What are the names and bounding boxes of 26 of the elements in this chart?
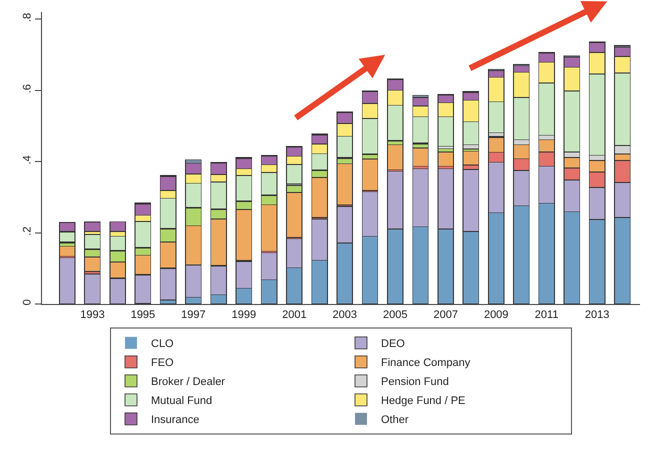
legend-label: Insurance: [151, 414, 200, 426]
legend-label: Other: [381, 414, 409, 426]
legend-label: Mutual Fund: [151, 395, 212, 408]
x-tick-label: 1999: [232, 309, 256, 322]
x-tick-label: 2005: [383, 309, 408, 322]
legend-label: Hedge Fund / PE: [381, 395, 466, 408]
legend-label: FEO: [151, 357, 174, 370]
x-tick-label: 2001: [282, 309, 307, 322]
x-tick-label: 1993: [80, 309, 105, 322]
y-tick-label: .6: [22, 84, 34, 94]
legend-label: Broker / Dealer: [151, 376, 226, 388]
y-tick-label: 0: [22, 299, 34, 306]
x-tick-label: 1995: [130, 309, 156, 322]
x-tick-label: 1997: [181, 309, 206, 322]
legend-label: Finance Company: [381, 357, 471, 370]
legend-label: Pension Fund: [381, 376, 449, 388]
x-tick-label: 2007: [433, 309, 458, 322]
x-tick-label: 2009: [484, 309, 508, 322]
y-tick-label: .8: [22, 12, 34, 22]
x-tick-label: 2003: [332, 309, 358, 322]
x-tick-label: 2013: [584, 309, 610, 322]
legend-label: DEO: [381, 338, 406, 350]
x-tick-label: 2011: [534, 309, 558, 322]
y-tick-label: .2: [22, 226, 34, 236]
y-tick-label: .4: [22, 155, 34, 165]
legend-label: CLO: [151, 338, 174, 350]
